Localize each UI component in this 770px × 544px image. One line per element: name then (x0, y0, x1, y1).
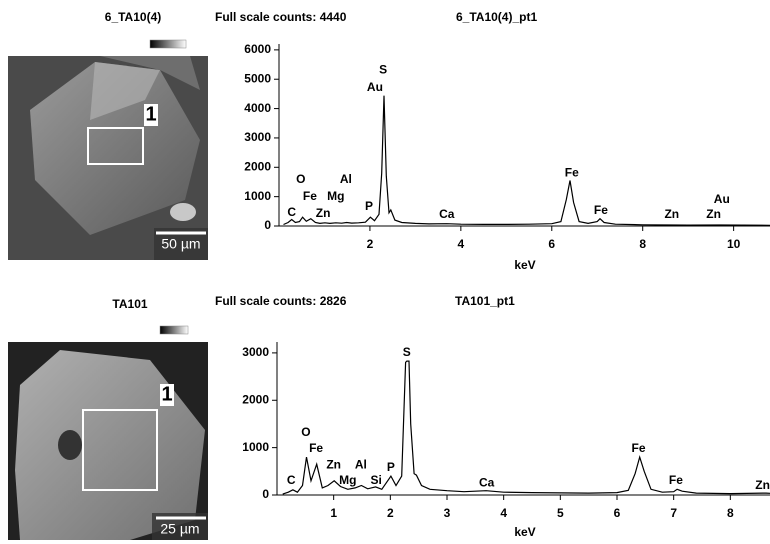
y-tick-label: 6000 (244, 42, 271, 56)
element-label: Zn (664, 207, 679, 221)
region-label: 1 (161, 383, 172, 405)
x-tick-label: 4 (458, 237, 465, 251)
element-label: Ca (479, 475, 495, 489)
spectrum-line (282, 360, 770, 495)
element-label: Al (340, 172, 352, 186)
element-label: P (365, 199, 373, 213)
region-label: 1 (145, 103, 156, 125)
element-label: Zn (755, 478, 770, 492)
x-tick-label: 6 (614, 506, 621, 520)
element-label: C (287, 473, 296, 487)
x-axis-label: keV (514, 258, 535, 272)
element-label: Al (355, 457, 367, 471)
image-title: TA101 (112, 297, 147, 311)
element-label: Mg (339, 473, 356, 487)
x-tick-label: 2 (387, 506, 394, 520)
chart-subtitle: TA101_pt1 (455, 294, 515, 308)
element-label: C (287, 205, 296, 219)
chart-title: Full scale counts: 4440 (215, 10, 347, 24)
scale-bar-label: 25 µm (160, 521, 199, 537)
spectrum-line (283, 95, 770, 226)
y-tick-label: 1000 (242, 440, 269, 454)
sem-image (8, 342, 208, 540)
element-label: Au (367, 80, 383, 94)
chart-subtitle: 6_TA10(4)_pt1 (456, 10, 537, 24)
element-label: Au (714, 192, 730, 206)
chart-title: Full scale counts: 2826 (215, 294, 347, 308)
element-label: O (296, 172, 305, 186)
x-tick-label: 3 (444, 506, 451, 520)
x-tick-label: 8 (727, 506, 734, 520)
x-tick-label: 10 (727, 237, 741, 251)
y-tick-label: 0 (264, 218, 271, 232)
y-tick-label: 3000 (244, 130, 271, 144)
x-tick-label: 1 (330, 506, 337, 520)
element-label: O (301, 425, 310, 439)
element-label: Zn (706, 207, 721, 221)
element-label: Fe (632, 441, 646, 455)
y-tick-label: 2000 (244, 159, 271, 173)
element-label: Fe (303, 189, 317, 203)
y-tick-label: 2000 (242, 392, 269, 406)
element-label: P (387, 460, 395, 474)
scale-bar-label: 50 µm (161, 236, 200, 252)
element-label: Zn (316, 206, 331, 220)
color-bar (149, 39, 187, 49)
x-tick-label: 2 (367, 237, 374, 251)
y-tick-label: 0 (262, 487, 269, 501)
element-label: S (379, 63, 387, 77)
y-tick-label: 4000 (244, 101, 271, 115)
x-tick-label: 7 (670, 506, 677, 520)
element-label: Fe (309, 441, 323, 455)
element-label: Si (370, 473, 381, 487)
x-axis-label: keV (514, 525, 535, 539)
color-bar (159, 325, 189, 335)
element-label: Fe (594, 203, 608, 217)
element-label: Zn (326, 457, 341, 471)
sem-image (8, 56, 208, 260)
element-label: Ca (439, 207, 455, 221)
y-tick-label: 3000 (242, 345, 269, 359)
x-tick-label: 8 (639, 237, 646, 251)
element-label: Mg (327, 189, 344, 203)
element-label: S (403, 345, 411, 359)
x-tick-label: 5 (557, 506, 564, 520)
element-label: Fe (565, 165, 579, 179)
y-tick-label: 5000 (244, 71, 271, 85)
element-label: Fe (669, 473, 683, 487)
x-tick-label: 4 (500, 506, 507, 520)
x-tick-label: 6 (548, 237, 555, 251)
y-tick-label: 1000 (244, 189, 271, 203)
image-title: 6_TA10(4) (105, 10, 161, 24)
